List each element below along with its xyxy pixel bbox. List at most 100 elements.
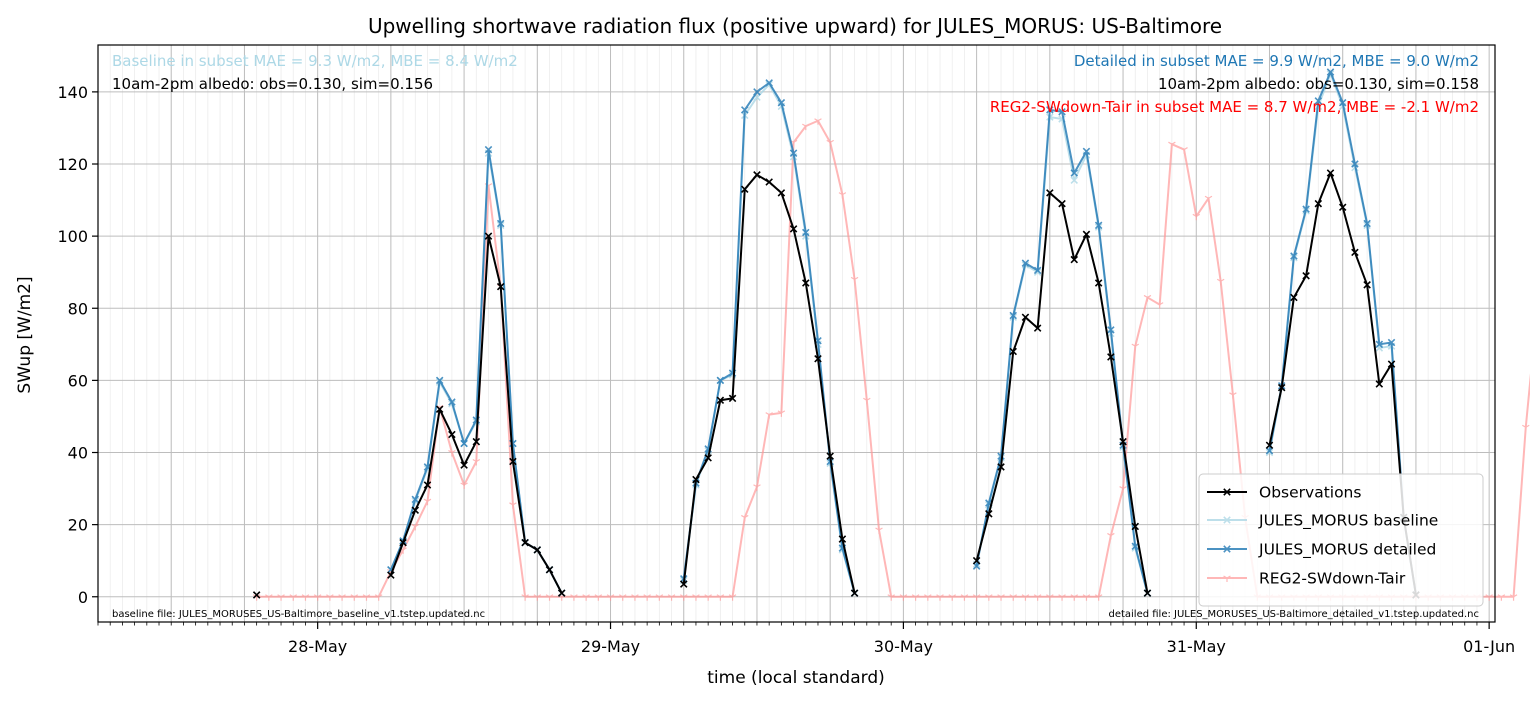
data-point-marker [557, 589, 566, 597]
data-point-marker [1131, 522, 1140, 531]
data-point-marker [1094, 594, 1103, 601]
data-point-marker [1387, 338, 1396, 347]
data-point-marker [362, 594, 371, 601]
data-point-marker [679, 580, 688, 588]
plot-frame [97, 44, 1496, 623]
data-point-marker [1046, 189, 1054, 197]
legend: Observations JULES_MORUS baseline JULES_MO… [1198, 473, 1484, 607]
chart-title: Upwelling shortwave radiation flux (posi… [368, 14, 1222, 38]
data-point-marker [1143, 294, 1152, 302]
data-point-marker [924, 594, 932, 601]
data-point-marker [802, 279, 810, 287]
data-point-marker [1070, 169, 1079, 177]
data-point-marker [338, 594, 346, 601]
x-tick-label: 30-May [874, 637, 933, 656]
data-point-marker [814, 118, 822, 125]
data-point-marker [631, 594, 639, 601]
data-point-marker [1375, 380, 1384, 388]
data-point-marker [704, 594, 712, 601]
data-point-marker [765, 412, 773, 419]
data-point-marker [496, 282, 505, 291]
data-point-marker [887, 594, 895, 601]
data-point-marker [1265, 446, 1274, 455]
data-point-marker [777, 410, 786, 417]
data-point-marker [1119, 486, 1127, 493]
data-point-marker [1326, 169, 1335, 177]
data-point-marker [252, 591, 261, 599]
x-axis: 28-May 29-May 30-May 31-May 01-Jun [97, 622, 1515, 656]
data-point-marker [1338, 203, 1347, 212]
data-point-marker [399, 538, 407, 547]
data-point-marker [1522, 424, 1530, 432]
data-point-marker [802, 123, 810, 131]
x-axis-label: time (local standard) [707, 668, 885, 688]
data-point-marker [765, 178, 773, 186]
data-point-marker [1338, 98, 1347, 107]
data-point-marker [704, 454, 712, 462]
data-point-marker [1094, 221, 1103, 230]
data-point-marker [411, 495, 420, 504]
data-point-marker [972, 556, 981, 565]
data-point-marker [1351, 248, 1359, 257]
data-point-marker [1302, 272, 1310, 280]
baseline-albedo-annotation: 10am-2pm albedo: obs=0.130, sim=0.156 [112, 75, 433, 93]
data-point-marker [484, 145, 493, 154]
data-point-marker [448, 449, 456, 457]
data-point-marker [1058, 199, 1066, 208]
data-point-marker [997, 463, 1005, 471]
data-point-marker [1363, 219, 1371, 228]
data-point-marker [667, 594, 676, 601]
data-point-marker [1021, 594, 1030, 601]
x-tick-label: 29-May [581, 637, 640, 656]
data-point-marker [374, 594, 383, 601]
series-observations [252, 169, 1420, 599]
data-point-marker [1143, 589, 1152, 597]
data-point-marker [802, 228, 810, 237]
data-point-marker [1107, 326, 1115, 334]
data-point-marker [740, 106, 749, 114]
data-point-marker [777, 189, 786, 197]
baseline-file-note: baseline file: JULES_MORUSES_US-Baltimor… [112, 609, 485, 620]
legend-label: JULES_MORUS detailed [1258, 541, 1436, 560]
data-point-marker [326, 594, 334, 601]
data-point-marker [411, 506, 420, 514]
y-tick-label: 60 [68, 371, 88, 390]
data-point-marker [1155, 302, 1164, 309]
data-point-marker [1265, 441, 1274, 450]
data-point-marker [1485, 594, 1493, 601]
legend-box [1198, 473, 1484, 607]
data-point-marker [1131, 542, 1140, 551]
data-point-marker [1302, 205, 1310, 213]
data-point-marker [582, 594, 590, 601]
data-point-marker [1223, 488, 1231, 496]
data-point-marker [1058, 107, 1066, 116]
data-point-marker [985, 594, 993, 601]
data-point-marker [1094, 279, 1103, 287]
data-point-marker [594, 594, 603, 601]
data-point-marker [1033, 324, 1042, 332]
data-point-marker [850, 589, 859, 597]
data-point-marker [716, 594, 725, 601]
data-point-marker [814, 354, 822, 363]
data-point-marker [545, 565, 554, 574]
data-point-marker [826, 452, 834, 460]
data-point-marker [1192, 213, 1201, 221]
detailed-albedo-annotation: 10am-2pm albedo: obs=0.130, sim=0.158 [1158, 75, 1479, 93]
data-point-marker [1082, 230, 1091, 239]
y-tick-label: 40 [68, 444, 88, 463]
data-point-marker [1180, 147, 1188, 154]
data-point-marker [265, 594, 273, 601]
data-point-marker [1033, 594, 1042, 601]
x-tick-label: 31-May [1167, 637, 1226, 656]
legend-label: Observations [1259, 484, 1361, 502]
data-point-marker [1509, 594, 1518, 601]
data-point-marker [435, 405, 444, 413]
data-point-marker [753, 484, 761, 491]
x-tick-label: 28-May [288, 637, 347, 656]
legend-entry [1207, 488, 1247, 496]
data-point-marker [753, 88, 761, 96]
y-tick-label: 120 [57, 155, 88, 174]
data-point-marker [1223, 545, 1231, 553]
data-point-marker [1119, 437, 1127, 446]
